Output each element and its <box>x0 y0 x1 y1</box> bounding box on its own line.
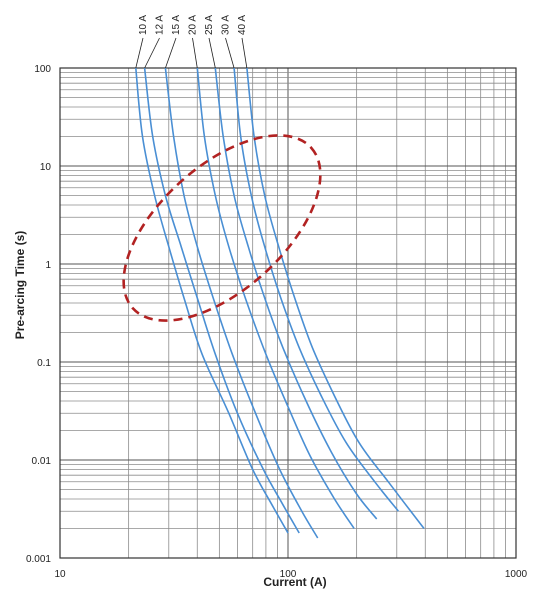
y-tick-label: 0.001 <box>26 554 51 565</box>
series-label-leader <box>144 37 160 69</box>
y-tick-label: 10 <box>40 162 52 173</box>
annotation <box>122 134 322 322</box>
annotation-dashed-ellipse <box>122 134 322 322</box>
y-tick-label: 1 <box>45 260 51 271</box>
x-tick-label: 1000 <box>505 569 528 580</box>
y-tick-label: 100 <box>34 64 51 75</box>
x-tick-label: 10 <box>54 569 66 580</box>
series-label: 30 A <box>221 15 232 35</box>
series-label: 40 A <box>237 15 248 35</box>
series-line <box>196 67 355 529</box>
y-tick-label: 0.1 <box>37 358 51 369</box>
series-line <box>214 67 378 520</box>
series-labels: 10 A 12 A 15 A 20 A 25 A 30 A 40 A <box>135 15 248 69</box>
series-label: 25 A <box>204 15 215 35</box>
series-label-leader <box>208 37 216 69</box>
series-label: 20 A <box>188 15 199 35</box>
series-line <box>164 67 319 539</box>
series-label: 12 A <box>155 15 166 35</box>
series-label-leader <box>225 37 235 69</box>
chart-axes <box>59 67 517 559</box>
chart-grid <box>59 68 516 559</box>
series-line <box>135 67 289 534</box>
series-label-leader <box>241 37 248 69</box>
series-line <box>233 67 400 512</box>
y-axis-label: Pre-arcing Time (s) <box>13 231 27 339</box>
x-axis-label: Current (A) <box>263 575 326 589</box>
series-curves <box>135 67 425 539</box>
series-label-leader <box>165 37 177 69</box>
y-tick-label: 0.01 <box>32 456 52 467</box>
series-label-leader <box>192 37 198 69</box>
tick-labels: 10 100 1000 0.001 0.01 0.1 1 10 100 <box>26 64 528 580</box>
series-line <box>143 67 300 534</box>
plot-frame <box>59 67 517 559</box>
series-label: 15 A <box>171 15 182 35</box>
series-label-leader <box>135 37 144 69</box>
x-tick-label: 100 <box>280 569 297 580</box>
series-line <box>246 67 425 529</box>
series-label: 10 A <box>138 15 149 35</box>
